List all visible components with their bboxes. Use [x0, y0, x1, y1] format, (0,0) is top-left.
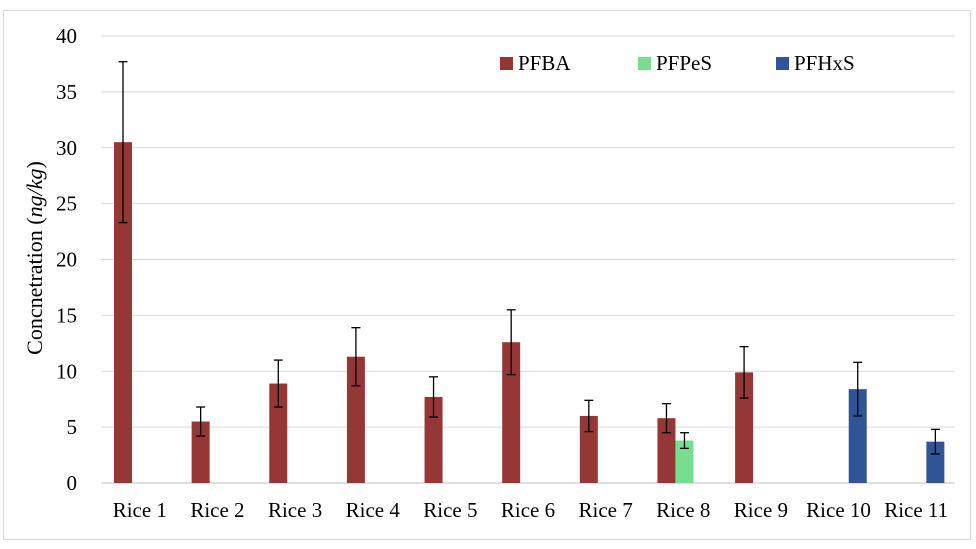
legend-label-pfba: PFBA — [518, 51, 571, 75]
x-tick-labels: Rice 1 Rice 2 Rice 3 Rice 4 Rice 5 Rice 6 Rice… — [113, 498, 948, 522]
bar-pfba-1 — [114, 142, 132, 483]
bar-pfba-5 — [424, 396, 443, 483]
x-tick-label: Rice 11 — [884, 498, 948, 522]
x-tick-label: Rice 3 — [268, 498, 322, 522]
y-tick-label: 5 — [67, 415, 78, 439]
y-tick-label: 30 — [56, 136, 77, 160]
x-tick-label: Rice 4 — [346, 498, 401, 522]
x-tick-label: Rice 9 — [734, 498, 788, 522]
y-tick-label: 0 — [67, 471, 78, 495]
legend-label-pfhxs: PFHxS — [794, 51, 855, 75]
y-tick-label: 35 — [56, 80, 77, 104]
bar-pfpes-8 — [675, 440, 694, 483]
bars — [114, 142, 945, 483]
x-tick-label: Rice 1 — [113, 498, 167, 522]
legend-label-pfpes: PFPeS — [656, 51, 712, 75]
x-tick-label: Rice 2 — [190, 498, 244, 522]
x-tick-label: Rice 10 — [806, 498, 871, 522]
y-axis-title-unit-open: ( — [22, 217, 47, 224]
error-bars — [118, 61, 940, 455]
chart-frame — [3, 10, 971, 540]
y-axis-title-text: Concnetration — [22, 230, 47, 355]
y-tick-label: 20 — [56, 248, 77, 272]
x-tick-label: Rice 8 — [656, 498, 710, 522]
x-tick-label: Rice 6 — [501, 498, 555, 522]
bar-pfba-8 — [657, 418, 676, 483]
legend-swatch-pfpes — [638, 57, 651, 70]
y-tick-label: 10 — [56, 359, 77, 383]
gridlines — [101, 35, 955, 484]
y-tick-label: 25 — [56, 192, 77, 216]
legend-swatch-pfhxs — [776, 57, 789, 70]
legend: PFBA PFPeS PFHxS — [500, 51, 855, 75]
bar-pfhxs-11 — [926, 441, 945, 483]
y-tick-labels: 0 5 10 15 20 25 30 35 40 — [56, 24, 77, 495]
y-axis-title-unit-close: ) — [22, 161, 47, 168]
bar-pfba-4 — [346, 356, 365, 483]
bar-pfba-9 — [735, 372, 754, 483]
y-axis-title: Concnetration (ng/kg) — [22, 161, 47, 355]
x-tick-label: Rice 7 — [579, 498, 633, 522]
bar-pfba-2 — [191, 421, 210, 483]
legend-swatch-pfba — [500, 57, 513, 70]
y-tick-label: 40 — [56, 24, 77, 48]
y-axis-title-unit: ng/kg — [22, 168, 47, 217]
bar-pfba-7 — [579, 415, 598, 483]
bar-pfhxs-10 — [848, 389, 867, 483]
bar-pfba-6 — [502, 342, 521, 483]
bar-pfba-3 — [269, 383, 288, 483]
x-tick-label: Rice 5 — [423, 498, 477, 522]
y-tick-label: 15 — [56, 303, 77, 327]
